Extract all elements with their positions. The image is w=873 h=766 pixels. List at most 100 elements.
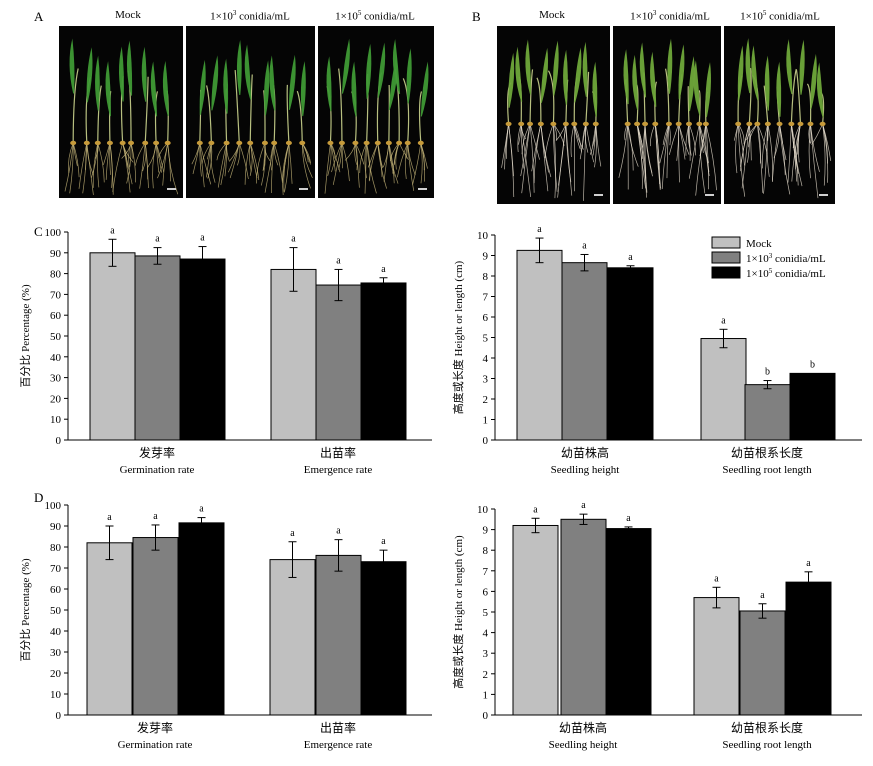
category-label-en: Seedling height — [549, 739, 618, 751]
y-tick-label: 70 — [50, 289, 62, 301]
seedling-photo-a-mock — [59, 26, 183, 198]
bar-0-0 — [86, 542, 133, 716]
significance-letter: a — [381, 264, 386, 275]
category-label-cn: 发芽率 — [139, 445, 175, 460]
bar-1-0 — [700, 338, 747, 441]
legend-label: 1×105 conidia/mL — [746, 267, 826, 280]
y-tick-label: 10 — [50, 414, 62, 426]
bar-1-1 — [739, 610, 786, 716]
bar-1-1 — [315, 554, 362, 716]
panel-letter: C — [34, 224, 43, 239]
y-tick-label: 2 — [483, 394, 489, 406]
category-label-cn: 发芽率 — [137, 720, 173, 735]
bar-0-0 — [89, 252, 136, 441]
y-tick-label: 0 — [56, 435, 62, 447]
seedling-photo-a-low — [186, 26, 315, 198]
y-tick-label: 70 — [50, 563, 62, 575]
chart-D-right: 0 1 2 3 4 5 6 7 8 9 10 高度或长度 Height or length (cm) a… — [451, 500, 862, 751]
significance-letter: a — [381, 536, 386, 547]
significance-letter: a — [107, 512, 112, 523]
chart-C-right: 0 1 2 3 4 5 6 7 8 9 10 高度或长度 Height or length (cm) a… — [451, 224, 862, 476]
significance-letter: b — [810, 359, 815, 370]
y-tick-label: 7 — [483, 292, 489, 304]
bar-0-2 — [605, 528, 652, 716]
category-label-cn: 幼苗株高 — [561, 445, 609, 460]
category-label-en: Seedling root length — [722, 739, 812, 751]
significance-letter: a — [336, 526, 341, 537]
y-tick-label: 20 — [50, 668, 62, 680]
y-tick-label: 2 — [483, 669, 489, 681]
y-tick-label: 8 — [483, 271, 489, 283]
legend-swatch — [711, 251, 741, 264]
bar-1-0 — [269, 559, 316, 716]
significance-letter: a — [721, 315, 726, 326]
bar-1-0 — [270, 268, 317, 441]
photo-title-b-mock: Mock — [539, 9, 565, 21]
significance-letter: a — [110, 225, 115, 236]
bar-0-1 — [132, 537, 179, 716]
significance-letter: a — [533, 504, 538, 515]
photo-title-a-high: 1×105 conidia/mL — [335, 9, 415, 23]
y-tick-label: 80 — [50, 269, 62, 281]
y-tick-label: 10 — [477, 230, 489, 242]
significance-letter: b — [765, 367, 770, 378]
bar-0-1 — [560, 518, 607, 716]
y-tick-label: 30 — [50, 373, 62, 385]
significance-letter: a — [760, 590, 765, 601]
y-tick-label: 4 — [483, 353, 489, 365]
y-tick-label: 0 — [56, 710, 62, 722]
y-axis-label: 百分比 Percentage (%) — [19, 284, 32, 388]
y-axis-label: 高度或长度 Height or length (cm) — [451, 535, 465, 689]
significance-letter: a — [153, 511, 158, 522]
photo-title-b-low: 1×103 conidia/mL — [630, 9, 710, 23]
significance-letter: a — [155, 234, 160, 245]
photo-title-b-high: 1×105 conidia/mL — [740, 9, 820, 23]
bar-0-0 — [512, 524, 559, 716]
bar-0-0 — [516, 249, 563, 441]
significance-letter: a — [199, 504, 204, 515]
y-tick-label: 60 — [50, 584, 62, 596]
y-axis-label: 高度或长度 Height or length (cm) — [451, 260, 465, 414]
significance-letter: a — [537, 224, 542, 235]
y-tick-label: 9 — [483, 251, 489, 263]
y-tick-label: 5 — [483, 333, 489, 345]
category-label-cn: 出苗率 — [320, 720, 356, 735]
y-tick-label: 40 — [50, 352, 62, 364]
y-tick-label: 80 — [50, 542, 62, 554]
seedling-photo-b-low — [613, 26, 721, 204]
category-label-en: Germination rate — [120, 464, 195, 476]
y-tick-label: 7 — [483, 566, 489, 578]
y-tick-label: 50 — [50, 331, 62, 343]
photo-title-a-mock: Mock — [115, 9, 141, 21]
legend-swatch — [711, 266, 741, 279]
category-label-cn: 出苗率 — [320, 445, 356, 460]
significance-letter: a — [200, 233, 205, 244]
y-tick-label: 40 — [50, 626, 62, 638]
y-tick-label: 3 — [483, 374, 489, 386]
significance-letter: a — [291, 234, 296, 245]
y-tick-label: 90 — [50, 248, 62, 260]
legend-label: 1×103 conidia/mL — [746, 252, 826, 265]
chart-C-left: C 0 10 20 30 40 50 60 70 80 90 100 百分比 Percentage (%… — [19, 224, 432, 476]
y-tick-label: 1 — [483, 415, 489, 427]
significance-letter: a — [582, 240, 587, 251]
y-tick-label: 6 — [483, 586, 489, 598]
bar-0-1 — [561, 262, 608, 441]
bar-0-1 — [134, 255, 181, 441]
significance-letter: a — [714, 573, 719, 584]
seedling-photo-b-high — [724, 26, 835, 204]
bar-1-1 — [744, 384, 791, 441]
category-label-cn: 幼苗株高 — [559, 720, 607, 735]
category-label-en: Seedling height — [551, 464, 620, 476]
y-tick-label: 100 — [45, 500, 62, 512]
category-label-en: Emergence rate — [304, 739, 373, 751]
bar-1-2 — [360, 282, 407, 441]
panel-letter-a: A — [34, 9, 44, 24]
y-tick-label: 3 — [483, 648, 489, 660]
bar-1-1 — [315, 284, 362, 441]
y-tick-label: 50 — [50, 605, 62, 617]
panel-letter-b: B — [472, 9, 481, 24]
y-tick-label: 0 — [483, 435, 489, 447]
bar-0-2 — [179, 258, 226, 441]
